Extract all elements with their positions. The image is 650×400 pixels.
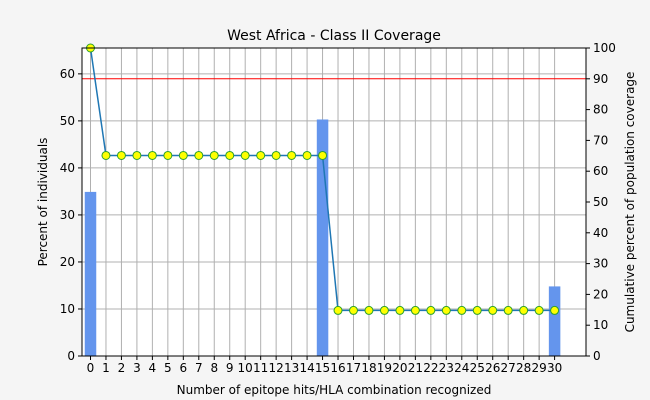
- x-tick-label: 27: [501, 361, 516, 375]
- x-tick-label: 22: [423, 361, 438, 375]
- cumulative-point-5: [163, 150, 173, 160]
- x-tick-label: 10: [238, 361, 253, 375]
- x-tick-label: 24: [454, 361, 469, 375]
- cumulative-point-10: [240, 150, 250, 160]
- cumulative-point-7: [194, 150, 204, 160]
- cumulative-point-3: [132, 150, 142, 160]
- y-right-tick-label: 40: [593, 226, 608, 240]
- x-tick-label: 21: [408, 361, 423, 375]
- chart-title: West Africa - Class II Coverage: [227, 28, 441, 44]
- x-tick-label: 12: [268, 361, 283, 375]
- cumulative-point-18: [364, 305, 374, 315]
- cumulative-point-28: [519, 305, 529, 315]
- x-tick-label: 28: [516, 361, 531, 375]
- x-tick-label: 25: [470, 361, 485, 375]
- y-right-tick-label: 100: [593, 41, 616, 55]
- bar-0: [84, 191, 97, 356]
- y-right-tick-label: 30: [593, 257, 608, 271]
- x-tick-label: 3: [133, 361, 141, 375]
- x-tick-label: 19: [377, 361, 392, 375]
- cumulative-point-24: [457, 305, 467, 315]
- cumulative-point-17: [348, 305, 358, 315]
- plot-area: [82, 48, 586, 356]
- x-tick-label: 0: [87, 361, 95, 375]
- x-tick-label: 7: [195, 361, 203, 375]
- y-left-tick-label: 40: [60, 161, 75, 175]
- y-right-tick-label: 50: [593, 195, 608, 209]
- x-tick-label: 29: [531, 361, 546, 375]
- x-tick-label: 30: [547, 361, 562, 375]
- cumulative-point-26: [488, 305, 498, 315]
- cumulative-point-11: [256, 150, 266, 160]
- cumulative-point-16: [333, 305, 343, 315]
- x-tick-label: 5: [164, 361, 172, 375]
- x-tick-label: 9: [226, 361, 234, 375]
- y-right-tick-label: 70: [593, 133, 608, 147]
- cumulative-point-9: [225, 150, 235, 160]
- cumulative-point-19: [379, 305, 389, 315]
- cumulative-point-23: [441, 305, 451, 315]
- cumulative-point-15: [318, 150, 328, 160]
- y-right-tick-label: 60: [593, 164, 608, 178]
- cumulative-point-1: [101, 150, 111, 160]
- y-left-axis-ticks: 0 10 20 30 40 50 60: [60, 67, 82, 363]
- cumulative-point-2: [116, 150, 126, 160]
- y-left-axis-label: Percent of individuals: [36, 138, 50, 267]
- cumulative-point-6: [178, 150, 188, 160]
- cumulative-point-21: [410, 305, 420, 315]
- cumulative-point-8: [209, 150, 219, 160]
- x-tick-label: 26: [485, 361, 500, 375]
- y-right-tick-label: 20: [593, 287, 608, 301]
- y-right-axis-ticks: 0 10 20 30 40 50 60 70 80 90 100: [586, 41, 616, 363]
- bar-15: [316, 119, 329, 356]
- x-tick-label: 8: [210, 361, 218, 375]
- cumulative-point-29: [534, 305, 544, 315]
- x-axis-ticks: 0 1 2 3 4 5 6 7 8 9 10 11 12 13 14 15 16 17 18 19 20 21 22 23 24…: [87, 356, 562, 375]
- bar-30: [548, 286, 561, 356]
- x-tick-label: 13: [284, 361, 299, 375]
- y-right-tick-label: 80: [593, 103, 608, 117]
- cumulative-point-4: [147, 150, 157, 160]
- cumulative-point-22: [426, 305, 436, 315]
- x-tick-label: 23: [439, 361, 454, 375]
- x-tick-label: 1: [102, 361, 110, 375]
- y-left-tick-label: 20: [60, 255, 75, 269]
- y-right-tick-label: 0: [593, 349, 601, 363]
- y-right-tick-label: 10: [593, 318, 608, 332]
- y-left-tick-label: 30: [60, 208, 75, 222]
- x-tick-label: 14: [299, 361, 314, 375]
- cumulative-point-13: [287, 150, 297, 160]
- y-left-tick-label: 60: [60, 67, 75, 81]
- y-left-tick-label: 0: [67, 349, 75, 363]
- y-right-tick-label: 90: [593, 72, 608, 86]
- x-tick-label: 4: [149, 361, 157, 375]
- cumulative-point-14: [302, 150, 312, 160]
- x-tick-label: 20: [392, 361, 407, 375]
- cumulative-point-20: [395, 305, 405, 315]
- cumulative-series-group: [86, 43, 560, 315]
- x-tick-label: 2: [118, 361, 126, 375]
- cumulative-point-27: [503, 305, 513, 315]
- x-tick-label: 6: [179, 361, 187, 375]
- y-left-tick-label: 50: [60, 114, 75, 128]
- x-tick-label: 18: [361, 361, 376, 375]
- x-tick-label: 17: [346, 361, 361, 375]
- x-tick-label: 16: [330, 361, 345, 375]
- x-axis-label: Number of epitope hits/HLA combination r…: [177, 383, 492, 397]
- bars-group: [84, 119, 561, 356]
- x-tick-label: 15: [315, 361, 330, 375]
- cumulative-point-25: [472, 305, 482, 315]
- cumulative-point-30: [550, 305, 560, 315]
- y-right-axis-label: Cumulative percent of population coverag…: [623, 72, 637, 333]
- x-tick-label: 11: [253, 361, 268, 375]
- cumulative-point-12: [271, 150, 281, 160]
- y-left-tick-label: 10: [60, 302, 75, 316]
